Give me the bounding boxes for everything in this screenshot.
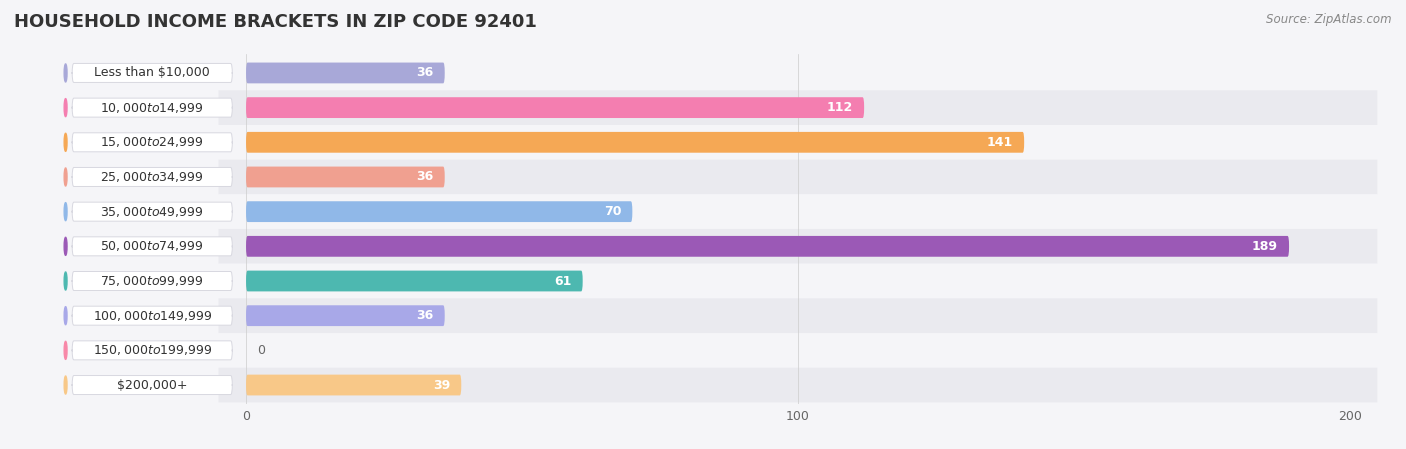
FancyBboxPatch shape	[246, 374, 461, 396]
Text: HOUSEHOLD INCOME BRACKETS IN ZIP CODE 92401: HOUSEHOLD INCOME BRACKETS IN ZIP CODE 92…	[14, 13, 537, 31]
Text: 36: 36	[416, 66, 433, 79]
FancyBboxPatch shape	[218, 90, 1378, 125]
Circle shape	[65, 376, 67, 394]
Text: $25,000 to $34,999: $25,000 to $34,999	[100, 170, 204, 184]
FancyBboxPatch shape	[246, 305, 444, 326]
FancyBboxPatch shape	[72, 167, 232, 186]
Text: $100,000 to $149,999: $100,000 to $149,999	[93, 308, 212, 323]
Text: 189: 189	[1251, 240, 1278, 253]
Circle shape	[65, 272, 67, 290]
FancyBboxPatch shape	[72, 133, 232, 152]
FancyBboxPatch shape	[218, 125, 1378, 160]
FancyBboxPatch shape	[72, 272, 232, 291]
Text: Source: ZipAtlas.com: Source: ZipAtlas.com	[1267, 13, 1392, 26]
FancyBboxPatch shape	[72, 306, 232, 325]
FancyBboxPatch shape	[72, 63, 232, 83]
FancyBboxPatch shape	[72, 375, 232, 395]
Circle shape	[65, 168, 67, 186]
Text: 36: 36	[416, 171, 433, 184]
Text: 61: 61	[554, 274, 572, 287]
Text: $15,000 to $24,999: $15,000 to $24,999	[100, 135, 204, 150]
Text: $35,000 to $49,999: $35,000 to $49,999	[100, 205, 204, 219]
FancyBboxPatch shape	[218, 194, 1378, 229]
Circle shape	[65, 202, 67, 220]
FancyBboxPatch shape	[72, 341, 232, 360]
FancyBboxPatch shape	[72, 98, 232, 117]
Text: 0: 0	[257, 344, 266, 357]
Text: 36: 36	[416, 309, 433, 322]
Circle shape	[65, 133, 67, 151]
FancyBboxPatch shape	[246, 271, 582, 291]
FancyBboxPatch shape	[246, 132, 1024, 153]
Text: 39: 39	[433, 379, 450, 392]
Text: $50,000 to $74,999: $50,000 to $74,999	[100, 239, 204, 253]
Text: $200,000+: $200,000+	[117, 379, 187, 392]
Circle shape	[65, 238, 67, 255]
Text: 141: 141	[987, 136, 1014, 149]
FancyBboxPatch shape	[218, 160, 1378, 194]
Circle shape	[65, 99, 67, 117]
FancyBboxPatch shape	[218, 298, 1378, 333]
Text: $10,000 to $14,999: $10,000 to $14,999	[100, 101, 204, 114]
Circle shape	[65, 341, 67, 359]
FancyBboxPatch shape	[218, 229, 1378, 264]
Text: 70: 70	[603, 205, 621, 218]
Circle shape	[65, 64, 67, 82]
Text: 112: 112	[827, 101, 853, 114]
Text: Less than $10,000: Less than $10,000	[94, 66, 209, 79]
Circle shape	[65, 307, 67, 325]
FancyBboxPatch shape	[218, 56, 1378, 90]
FancyBboxPatch shape	[218, 333, 1378, 368]
FancyBboxPatch shape	[218, 368, 1378, 402]
FancyBboxPatch shape	[246, 201, 633, 222]
Text: $150,000 to $199,999: $150,000 to $199,999	[93, 343, 212, 357]
Text: $75,000 to $99,999: $75,000 to $99,999	[100, 274, 204, 288]
FancyBboxPatch shape	[246, 236, 1289, 257]
FancyBboxPatch shape	[246, 62, 444, 84]
FancyBboxPatch shape	[72, 202, 232, 221]
FancyBboxPatch shape	[246, 97, 865, 118]
FancyBboxPatch shape	[218, 264, 1378, 298]
FancyBboxPatch shape	[246, 167, 444, 187]
FancyBboxPatch shape	[72, 237, 232, 256]
